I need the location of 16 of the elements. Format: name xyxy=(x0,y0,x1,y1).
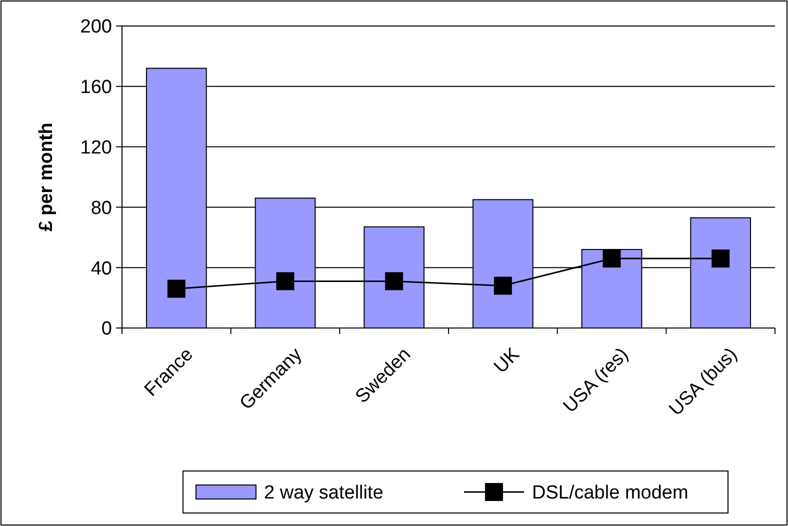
y-tick-label: 120 xyxy=(80,137,112,158)
y-tick-label: 0 xyxy=(101,318,112,340)
x-tick-label: UK xyxy=(490,344,524,378)
legend-label: DSL/cable modem xyxy=(532,482,688,504)
y-tick-label: 80 xyxy=(90,198,112,219)
point xyxy=(712,250,730,268)
y-tick-label: 40 xyxy=(90,258,112,280)
point xyxy=(167,280,186,298)
y-axis-title: £ per month xyxy=(36,122,57,232)
point xyxy=(385,272,404,290)
point xyxy=(276,272,294,290)
point xyxy=(494,276,512,295)
point xyxy=(602,250,621,268)
y-tick-label: 160 xyxy=(80,77,112,98)
legend-label: 2 way satellite xyxy=(264,482,384,504)
y-tick-label: 200 xyxy=(80,16,112,38)
